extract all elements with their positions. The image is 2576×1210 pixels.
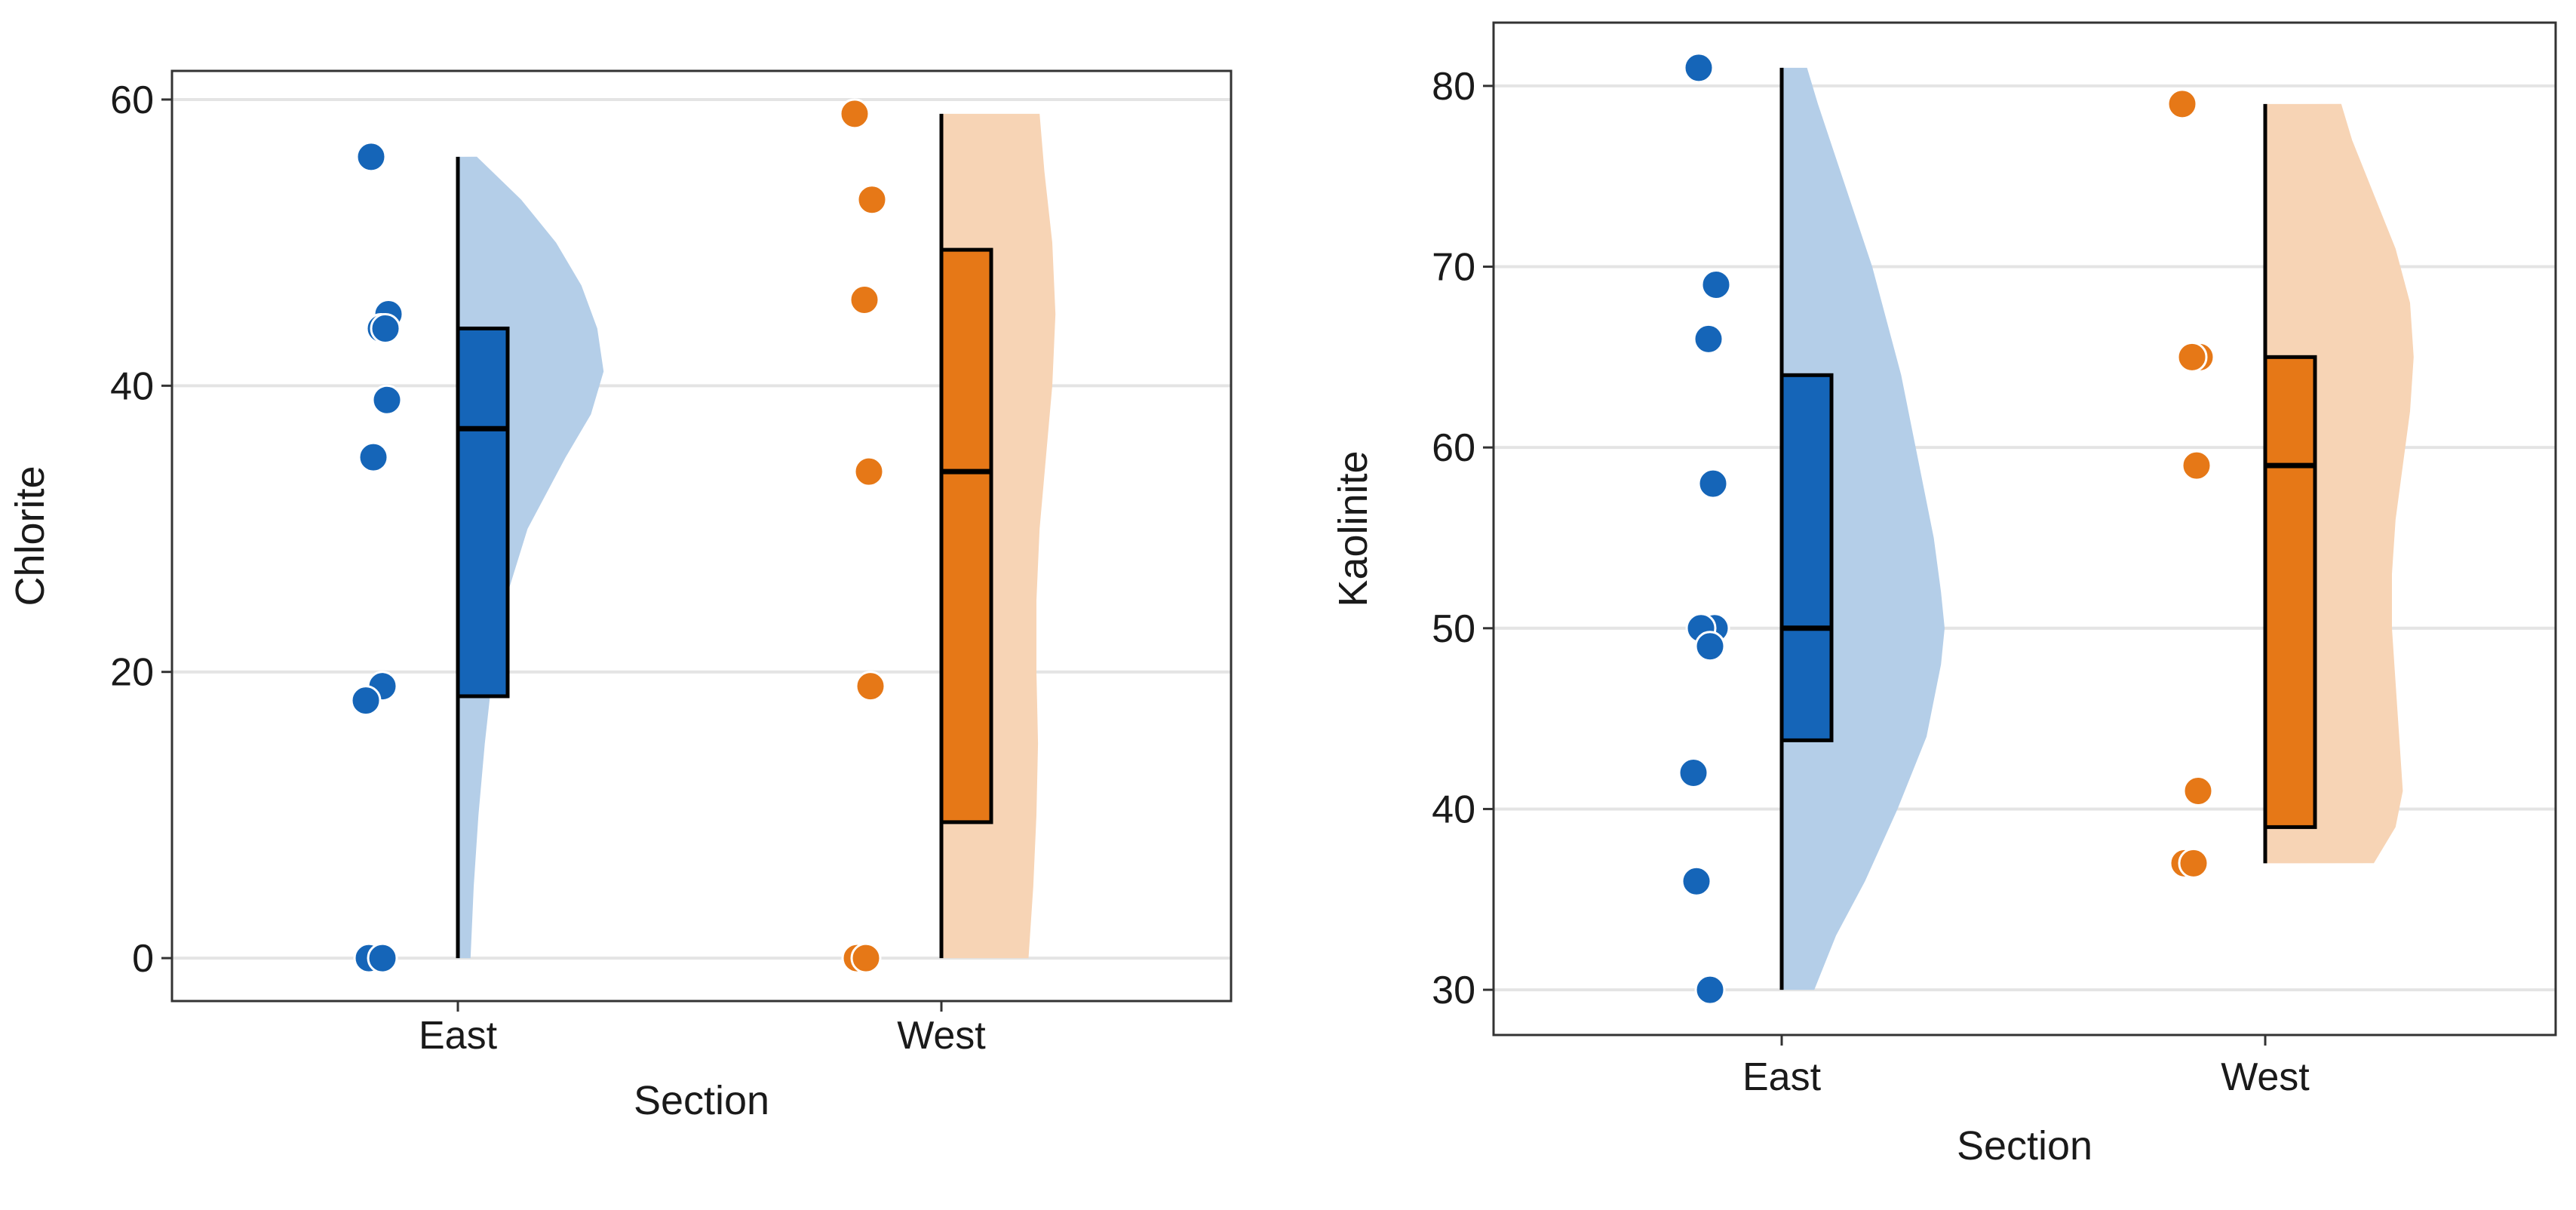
east-density-cloud <box>1782 67 1945 990</box>
kaolinite-marks <box>1678 52 2414 1006</box>
west-data-point <box>856 184 888 216</box>
east-data-point <box>1681 865 1712 897</box>
x-tick-label: West <box>897 1014 986 1058</box>
east-data-point <box>1683 52 1715 84</box>
y-tick-label: 0 <box>132 937 154 981</box>
west-data-point <box>849 284 880 316</box>
west-data-point <box>853 456 885 487</box>
kaolinite-axes: 30 40 50 60 70 80 East West <box>1432 65 2310 1099</box>
chlorite-panel-border <box>170 69 1233 1003</box>
east-data-point <box>371 384 403 416</box>
kaolinite-y-axis-title: Kaolinite <box>1331 450 1376 607</box>
y-tick-label: 80 <box>1432 65 1475 109</box>
east-box <box>1779 373 1834 742</box>
y-tick-label: 60 <box>1432 426 1475 470</box>
east-data-point <box>355 141 387 173</box>
east-data-point <box>1697 468 1729 499</box>
west-box <box>939 247 993 825</box>
y-tick-label: 30 <box>1432 969 1475 1012</box>
y-tick-label: 40 <box>1432 788 1475 831</box>
east-data-point <box>370 312 401 344</box>
east-box <box>456 326 510 699</box>
x-tick-label: East <box>419 1014 498 1058</box>
kaolinite-gridlines <box>1494 84 2556 992</box>
east-data-point <box>1678 757 1709 789</box>
y-tick-label: 20 <box>110 651 154 695</box>
kaolinite-x-axis-title: Section <box>1957 1123 2092 1169</box>
east-data-point <box>367 942 398 974</box>
west-data-point <box>850 942 882 974</box>
west-data-point <box>2182 775 2214 806</box>
west-box <box>2263 355 2317 829</box>
chlorite-gridlines <box>172 97 1231 960</box>
y-tick-label: 40 <box>110 364 154 408</box>
kaolinite-panel-border <box>1492 21 2557 1036</box>
west-data-point <box>2166 88 2198 120</box>
west-data-point <box>2181 450 2212 481</box>
x-tick-label: East <box>1742 1055 1822 1099</box>
west-data-point <box>2178 847 2209 879</box>
y-tick-label: 70 <box>1432 246 1475 290</box>
chlorite-axes: 0 20 40 60 East West <box>110 78 986 1058</box>
east-data-point <box>350 685 382 717</box>
east-data-point <box>1700 269 1732 300</box>
y-tick-label: 50 <box>1432 607 1475 651</box>
chlorite-y-axis-title: Chlorite <box>8 465 53 606</box>
west-data-point <box>839 98 870 130</box>
chlorite-x-axis-title: Section <box>634 1078 769 1123</box>
east-data-point <box>358 441 389 473</box>
chlorite-panel: 0 20 40 60 East West Chlorite Section <box>8 69 1233 1123</box>
east-data-point <box>1694 974 1726 1006</box>
west-data-point <box>2176 341 2208 373</box>
y-tick-label: 60 <box>110 78 154 122</box>
east-data-point <box>1694 631 1726 662</box>
east-data-point <box>1693 323 1724 355</box>
kaolinite-panel: 30 40 50 60 70 80 East West Kaolinite Section <box>1331 21 2557 1169</box>
chlorite-marks <box>350 98 1056 974</box>
west-data-point <box>855 671 886 702</box>
x-tick-label: West <box>2221 1055 2310 1099</box>
